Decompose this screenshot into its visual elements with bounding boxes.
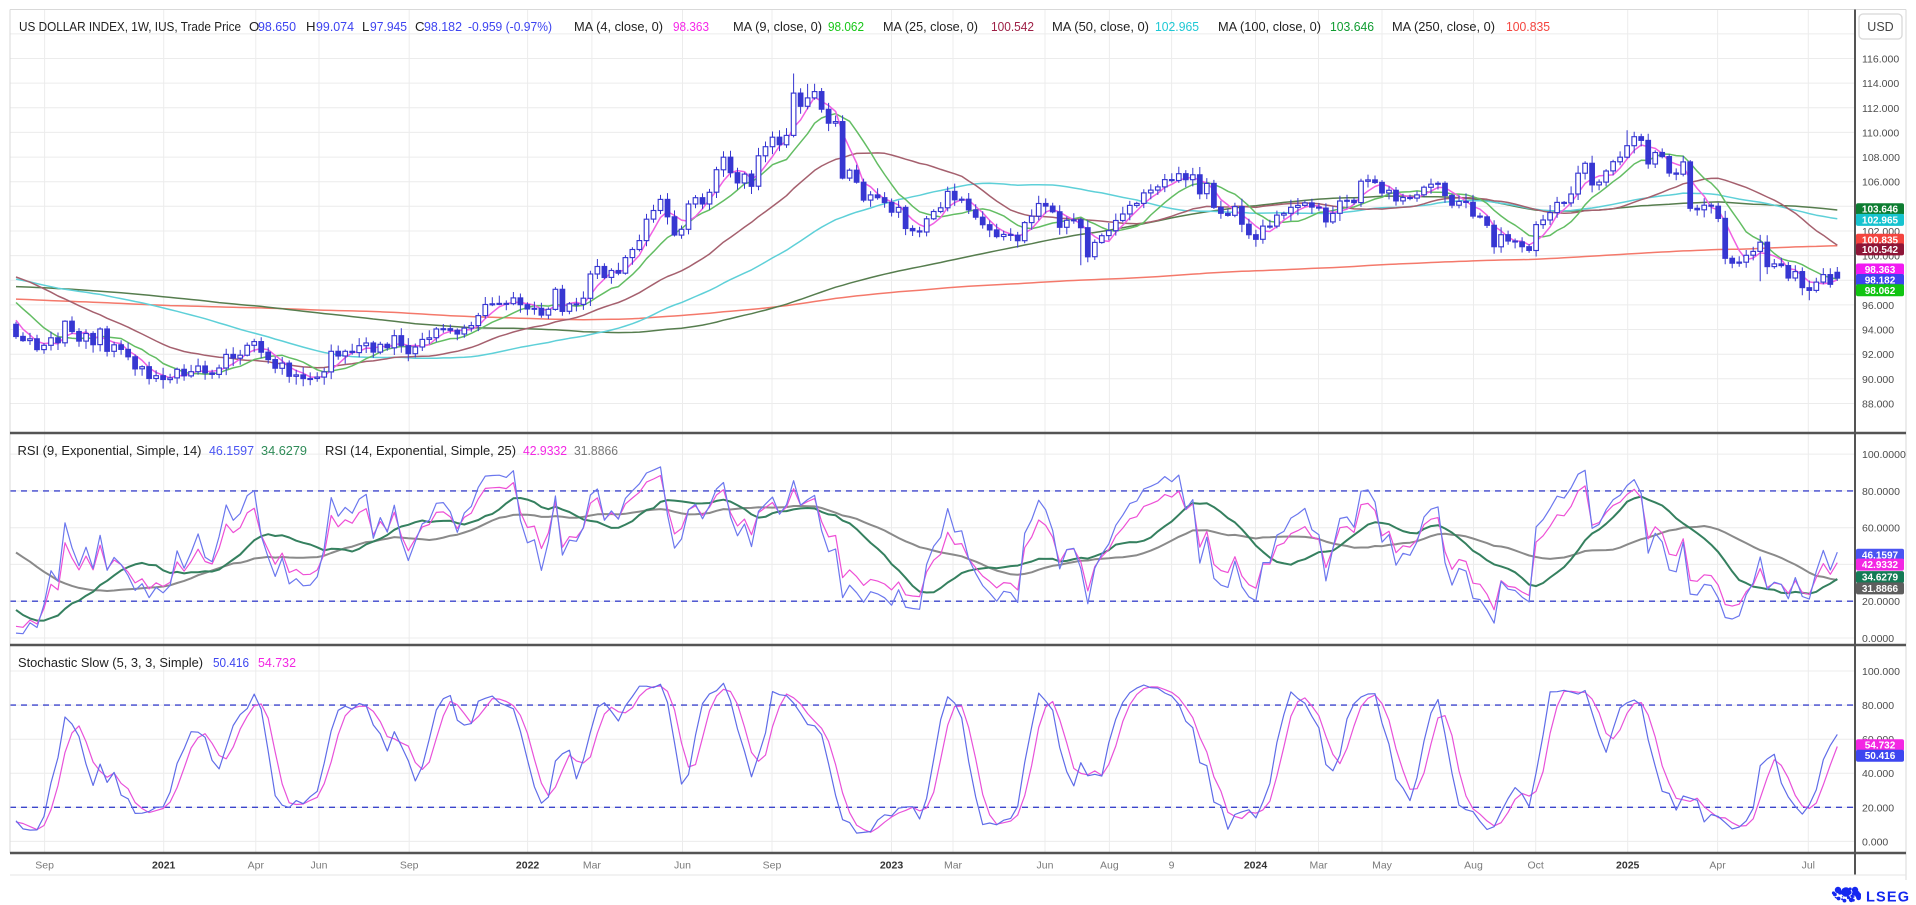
svg-text:0.0000: 0.0000 [1862, 633, 1894, 645]
svg-text:2025: 2025 [1616, 860, 1640, 872]
svg-text:31.8866: 31.8866 [574, 443, 618, 458]
svg-text:54.732: 54.732 [1865, 741, 1896, 752]
svg-text:MA (50, close, 0): MA (50, close, 0) [1052, 19, 1149, 34]
svg-text:50.416: 50.416 [1865, 751, 1896, 762]
svg-text:20.0000: 20.0000 [1862, 596, 1900, 608]
svg-text:US DOLLAR INDEX, 1W, IUS, Trad: US DOLLAR INDEX, 1W, IUS, Trade Price [19, 19, 241, 34]
svg-text:MA (250, close, 0): MA (250, close, 0) [1392, 19, 1495, 34]
svg-text:110.000: 110.000 [1862, 127, 1899, 139]
svg-text:50.416: 50.416 [213, 655, 249, 670]
svg-text:100.000: 100.000 [1862, 666, 1900, 678]
svg-text:Sep: Sep [763, 860, 782, 872]
svg-text:80.0000: 80.0000 [1862, 486, 1900, 498]
svg-text:O: O [249, 19, 259, 34]
svg-text:114.000: 114.000 [1862, 78, 1899, 90]
svg-text:Apr: Apr [1709, 860, 1726, 872]
svg-text:Sep: Sep [400, 860, 419, 872]
svg-text:2024: 2024 [1244, 860, 1268, 872]
svg-text:100.835: 100.835 [1506, 19, 1550, 34]
svg-text:34.6279: 34.6279 [261, 443, 307, 458]
svg-text:Mar: Mar [1309, 860, 1328, 872]
svg-text:42.9332: 42.9332 [1862, 560, 1899, 571]
svg-text:100.542: 100.542 [1862, 245, 1899, 256]
svg-text:MA (100, close, 0): MA (100, close, 0) [1218, 19, 1321, 34]
svg-text:9: 9 [1169, 860, 1175, 872]
svg-text:97.945: 97.945 [370, 19, 407, 34]
svg-text:103.646: 103.646 [1862, 205, 1899, 216]
svg-text:54.732: 54.732 [258, 655, 296, 670]
svg-text:Aug: Aug [1100, 860, 1119, 872]
svg-text:80.000: 80.000 [1862, 700, 1894, 712]
svg-text:Oct: Oct [1528, 860, 1544, 872]
svg-text:100.542: 100.542 [991, 19, 1034, 34]
svg-text:98.363: 98.363 [673, 19, 709, 34]
svg-text:98.062: 98.062 [828, 19, 864, 34]
svg-text:2023: 2023 [880, 860, 904, 872]
svg-text:112.000: 112.000 [1862, 103, 1899, 115]
svg-text:102.965: 102.965 [1862, 215, 1899, 226]
svg-text:88.000: 88.000 [1862, 399, 1894, 411]
svg-text:Mar: Mar [583, 860, 602, 872]
svg-text:0.000: 0.000 [1862, 836, 1888, 848]
svg-text:Aug: Aug [1464, 860, 1483, 872]
svg-text:34.6279: 34.6279 [1862, 573, 1899, 584]
svg-text:MA (9, close, 0): MA (9, close, 0) [733, 19, 822, 34]
svg-text:C: C [415, 19, 425, 34]
svg-text:106.000: 106.000 [1862, 177, 1900, 189]
svg-text:90.000: 90.000 [1862, 374, 1894, 386]
svg-text:2022: 2022 [516, 860, 540, 872]
svg-text:98.182: 98.182 [1865, 276, 1896, 287]
svg-text:46.1597: 46.1597 [209, 443, 254, 458]
svg-text:100.835: 100.835 [1862, 235, 1899, 246]
svg-text:Sep: Sep [35, 860, 54, 872]
svg-text:42.9332: 42.9332 [523, 443, 567, 458]
svg-text:RSI (9, Exponential, Simple, 1: RSI (9, Exponential, Simple, 14) [18, 443, 202, 458]
svg-text:H: H [306, 19, 316, 34]
svg-text:RSI (14, Exponential, Simple,: RSI (14, Exponential, Simple, 25) [325, 443, 516, 458]
svg-text:USD: USD [1867, 20, 1893, 34]
svg-text:92.000: 92.000 [1862, 349, 1894, 361]
svg-text:98.182: 98.182 [424, 19, 462, 34]
svg-text:L: L [362, 19, 369, 34]
svg-text:LSEG: LSEG [1866, 890, 1910, 905]
svg-text:31.8866: 31.8866 [1862, 584, 1899, 595]
svg-text:Jun: Jun [674, 860, 691, 872]
svg-text:2021: 2021 [152, 860, 176, 872]
svg-text:94.000: 94.000 [1862, 325, 1894, 337]
svg-text:Mar: Mar [944, 860, 963, 872]
svg-text:Jun: Jun [1037, 860, 1054, 872]
svg-text:-0.959 (-0.97%): -0.959 (-0.97%) [468, 19, 552, 34]
svg-text:MA (25, close, 0): MA (25, close, 0) [883, 19, 978, 34]
svg-text:Stochastic Slow (5, 3, 3, Simp: Stochastic Slow (5, 3, 3, Simple) [18, 655, 203, 670]
svg-text:Jul: Jul [1802, 860, 1815, 872]
svg-text:Apr: Apr [248, 860, 265, 872]
svg-text:MA (4, close, 0): MA (4, close, 0) [574, 19, 663, 34]
svg-text:May: May [1372, 860, 1393, 872]
svg-text:46.1597: 46.1597 [1862, 550, 1899, 561]
svg-text:99.074: 99.074 [316, 19, 354, 34]
svg-text:98.062: 98.062 [1865, 286, 1896, 297]
svg-text:100.0000: 100.0000 [1862, 449, 1906, 461]
svg-text:40.000: 40.000 [1862, 768, 1894, 780]
svg-text:Jun: Jun [311, 860, 328, 872]
svg-text:98.650: 98.650 [258, 19, 296, 34]
svg-text:108.000: 108.000 [1862, 152, 1900, 164]
svg-text:98.363: 98.363 [1865, 265, 1896, 276]
svg-text:103.646: 103.646 [1330, 19, 1374, 34]
svg-text:20.000: 20.000 [1862, 802, 1894, 814]
svg-text:60.0000: 60.0000 [1862, 523, 1900, 535]
svg-text:102.965: 102.965 [1155, 19, 1199, 34]
svg-text:96.000: 96.000 [1862, 300, 1894, 312]
svg-text:116.000: 116.000 [1862, 54, 1899, 66]
